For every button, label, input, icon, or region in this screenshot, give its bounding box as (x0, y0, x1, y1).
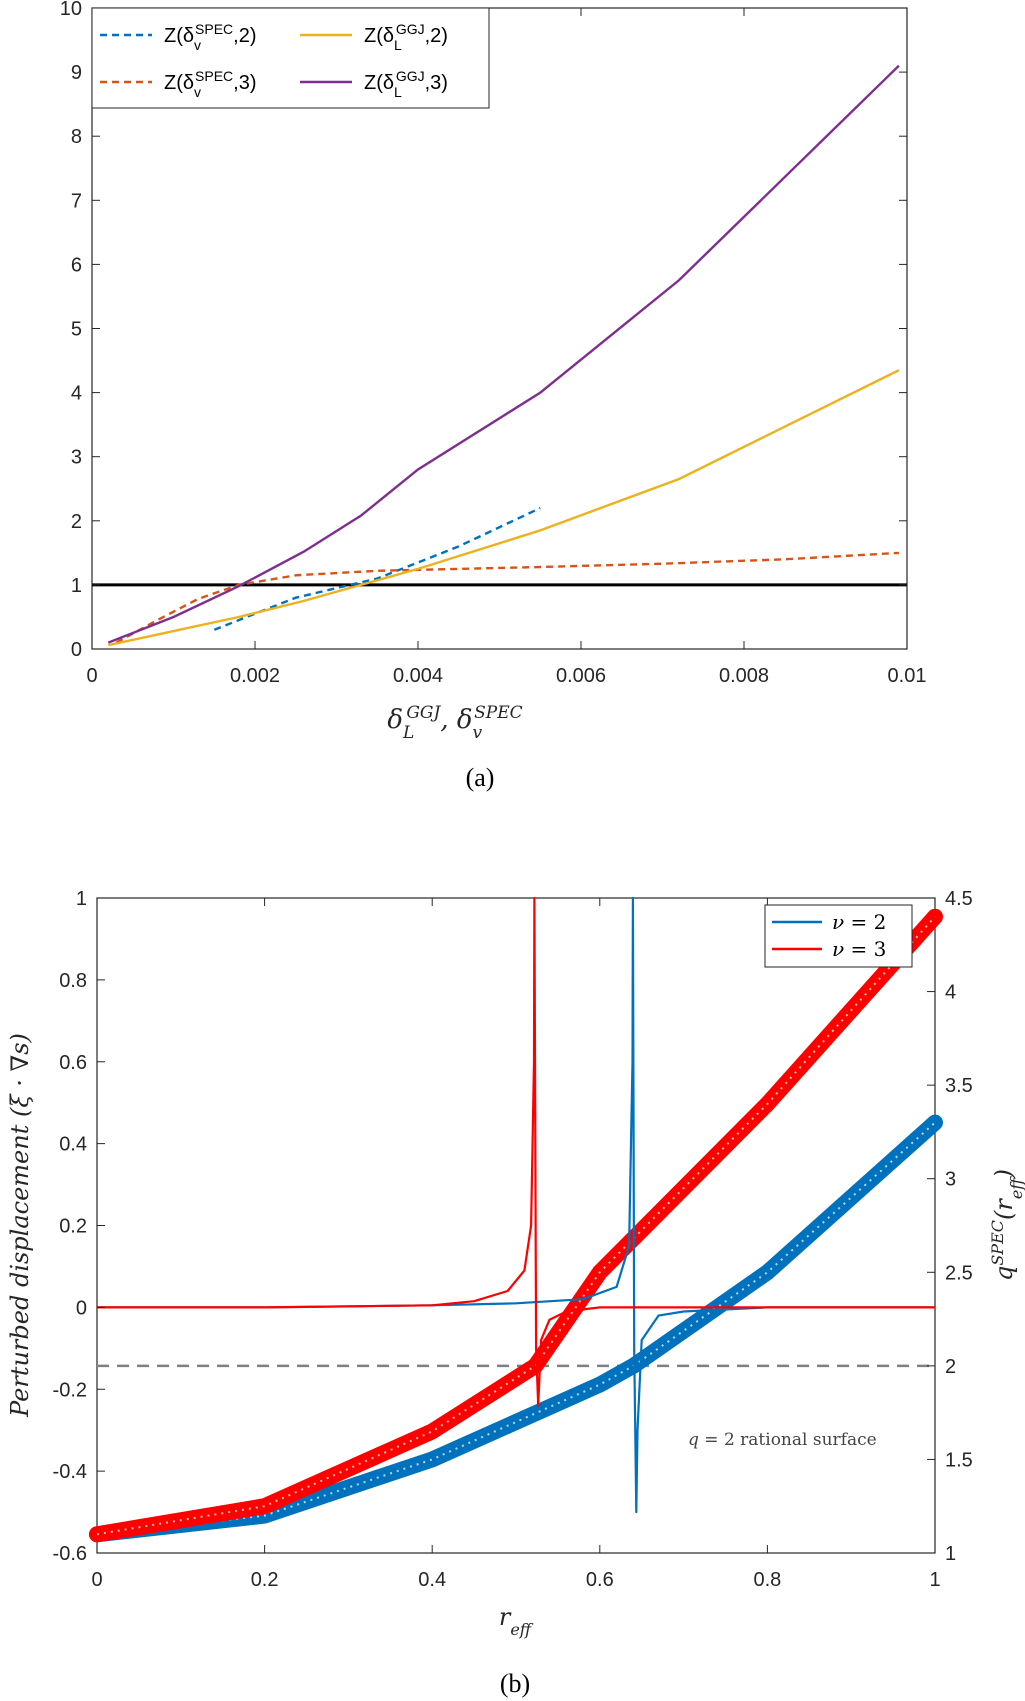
ticks-a: 0 0.002 0.004 0.006 0.008 0.01 0 1 2 3 4 5 6 7 8 9 10 (60, 0, 927, 687)
legend-entry: Z(δLGGJ,3) (364, 68, 448, 100)
series-line-3 (108, 369, 900, 647)
series-line-2 (115, 551, 899, 644)
y-tick-label-right: 2.5 (945, 1262, 973, 1284)
y-tick-label: 3 (71, 447, 82, 469)
y-tick-label-right: 3 (945, 1169, 956, 1191)
x-axis-label-b: reff (499, 1603, 534, 1639)
y-tick-label: 6 (71, 254, 82, 276)
y-tick-label-left: 0.8 (59, 970, 87, 992)
legend-a: Z(δvSPEC,2) Z(δLGGJ,2) Z(δvSPEC,3) Z(δLGGJ,… (91, 7, 490, 109)
x-tick-label: 0.4 (418, 1569, 446, 1591)
series-group-a (107, 64, 900, 647)
panel-b: 0 0.2 0.4 0.6 0.8 1 -0.6 -0.4 -0.2 0 0.2 0.4 0.6 0.8 1… (6, 888, 1025, 1698)
x-tick-label: 0.8 (753, 1569, 781, 1591)
legend-entry: Z(δvSPEC,2) (164, 21, 256, 53)
x-tick-label: 0.004 (393, 665, 443, 687)
x-tick-label: 0.008 (719, 665, 769, 687)
ticks-b: 0 0.2 0.4 0.6 0.8 1 -0.6 -0.4 -0.2 0 0.2 0.4 0.6 0.8 1… (53, 888, 973, 1591)
y-tick-label: 4 (71, 383, 82, 405)
y-tick-label-right: 1.5 (945, 1449, 973, 1471)
y-tick-label: 9 (71, 62, 82, 84)
x-tick-label: 1 (929, 1569, 940, 1591)
y-tick-label: 5 (71, 319, 82, 341)
legend-box-a (91, 7, 490, 109)
x-tick-label: 0 (86, 665, 97, 687)
series-line-1 (213, 506, 541, 631)
y-tick-label-left: 0.2 (59, 1216, 87, 1238)
y-axis-label-right-b: qSPEC(reff) (988, 1169, 1025, 1281)
legend-entry: ν = 2 (832, 910, 886, 934)
plot-area-b (96, 897, 936, 1554)
q-profile-marker-texture-3 (96, 1121, 936, 1536)
y-tick-label-right: 4.5 (945, 888, 973, 910)
x-tick-label: 0.6 (586, 1569, 614, 1591)
y-tick-label-left: 0.4 (59, 1134, 87, 1156)
legend-box-b (764, 904, 913, 968)
y-tick-label: 7 (71, 190, 82, 212)
panel-caption-a: (a) (466, 763, 495, 792)
y-tick-label: 8 (71, 126, 82, 148)
y-tick-label-left: 1 (76, 888, 87, 910)
y-tick-label-left: 0.6 (59, 1052, 87, 1074)
y-tick-label-left: 0 (76, 1297, 87, 1319)
y-tick-label-right: 2 (945, 1356, 956, 1378)
series-group-b (89, 896, 943, 1543)
x-axis-label-a: δLGGJ, δvSPEC (387, 703, 522, 743)
y-tick-label-right: 4 (945, 982, 956, 1004)
legend-b: ν = 2 ν = 3 (764, 904, 913, 968)
y-tick-label: 1 (71, 575, 82, 597)
legend-entry: Z(δvSPEC,3) (164, 68, 256, 100)
panel-a: 0 0.002 0.004 0.006 0.008 0.01 0 1 2 3 4 5 6 7 8 9 10 Z(… (60, 0, 927, 792)
y-tick-label-left: -0.4 (53, 1461, 87, 1483)
series-line-4 (107, 64, 900, 644)
legend-entry: ν = 3 (832, 937, 886, 961)
x-tick-label: 0.002 (230, 665, 280, 687)
y-tick-label: 10 (60, 0, 82, 20)
x-tick-label: 0 (91, 1569, 102, 1591)
displacement-line-1 (97, 896, 935, 1514)
displacement-line-2 (97, 896, 935, 1407)
legend-entry: Z(δLGGJ,2) (364, 21, 448, 53)
x-tick-label: 0.01 (888, 665, 927, 687)
y-tick-label: 0 (71, 639, 82, 661)
y-tick-label-right: 3.5 (945, 1075, 973, 1097)
y-axis-label-left-b: Perturbed displacement (ξ · ∇s) (6, 1033, 34, 1418)
y-tick-label-left: -0.2 (53, 1379, 87, 1401)
x-tick-label: 0.2 (251, 1569, 279, 1591)
q-profile-marker-texture-4 (96, 916, 936, 1536)
rational-surface-annotation: q = 2 rational surface (688, 1430, 877, 1450)
y-tick-label-left: -0.6 (53, 1543, 87, 1565)
x-tick-label: 0.006 (556, 665, 606, 687)
y-tick-label-right: 1 (945, 1543, 956, 1565)
panel-caption-b: (b) (500, 1669, 530, 1698)
y-tick-label: 2 (71, 511, 82, 533)
